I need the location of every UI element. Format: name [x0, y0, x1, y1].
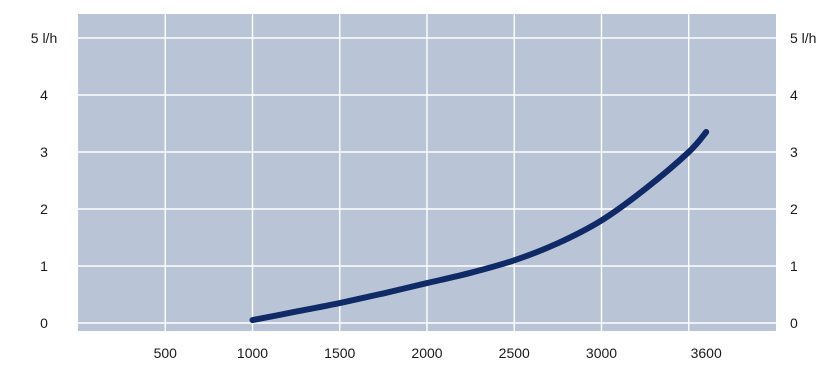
x-tick-label: 1000	[237, 345, 268, 361]
x-tick-label: 2000	[411, 345, 442, 361]
x-tick-label: 3000	[586, 345, 617, 361]
y-tick-label-right: 0	[790, 315, 798, 331]
y-tick-label-right: 2	[790, 201, 798, 217]
y-axis-right: 0 1 2 3 4 5 l/h	[790, 30, 816, 331]
y-tick-label-right: 1	[790, 258, 798, 274]
y-tick-label-left: 5 l/h	[31, 30, 57, 46]
x-tick-label: 3600	[691, 345, 722, 361]
y-axis-left: 0 1 2 3 4 5 l/h	[31, 30, 57, 331]
x-tick-label: 500	[154, 345, 178, 361]
y-tick-label-left: 1	[40, 258, 48, 274]
x-tick-label: 2500	[499, 345, 530, 361]
y-tick-label-left: 4	[40, 87, 48, 103]
grid	[78, 14, 776, 331]
x-tick-label: 1500	[324, 345, 355, 361]
y-tick-label-right: 4	[790, 87, 798, 103]
y-tick-label-left: 2	[40, 201, 48, 217]
x-axis: 500 1000 1500 2000 2500 3000 3600	[154, 345, 722, 361]
y-tick-label-right: 3	[790, 144, 798, 160]
y-tick-label-left: 3	[40, 144, 48, 160]
y-tick-label-left: 0	[40, 315, 48, 331]
y-tick-label-right: 5 l/h	[790, 30, 816, 46]
consumption-line	[249, 129, 710, 324]
